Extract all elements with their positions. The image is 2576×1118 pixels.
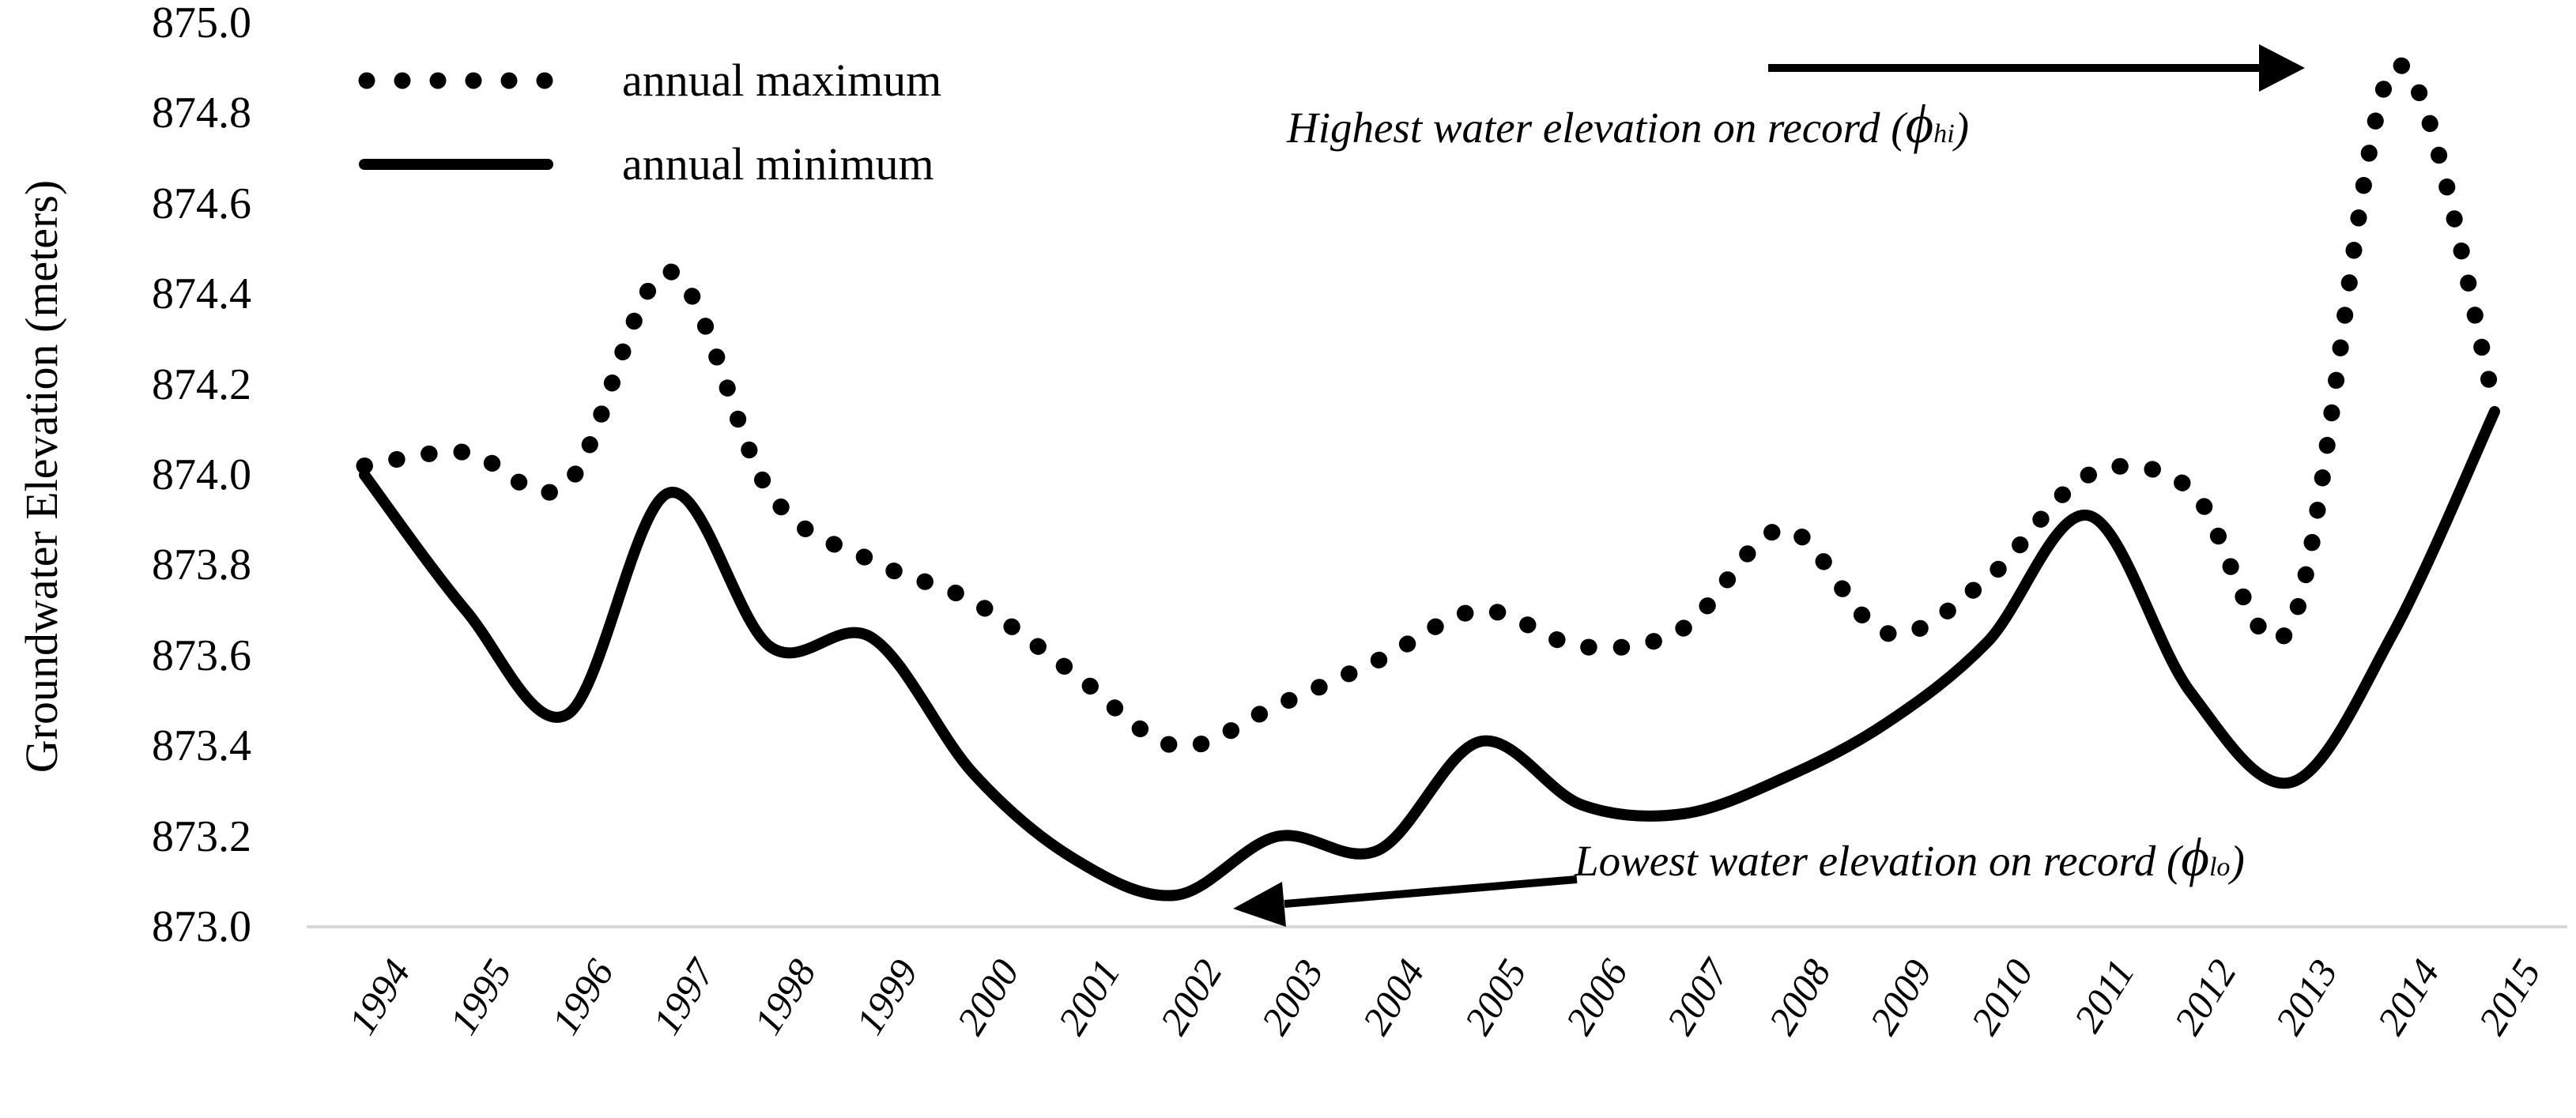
lowest-record-annotation: Lowest water elevation on record (ϕlo): [1575, 830, 2245, 891]
phi-subscript-lo: lo: [2208, 853, 2231, 882]
lowest-annotation-close: ): [2230, 837, 2245, 885]
y-tick-label: 873.6: [152, 631, 251, 680]
highest-annotation-close: ): [1954, 104, 1970, 152]
y-tick-label: 874.2: [152, 359, 251, 409]
lowest-record-arrow: [1233, 875, 1578, 927]
phi-subscript-hi: hi: [1933, 119, 1955, 149]
legend-item-annual-maximum: annual maximum: [357, 57, 941, 104]
y-tick-label: 873.0: [152, 902, 251, 951]
phi-symbol: ϕ: [2181, 827, 2209, 887]
solid-line-sample-icon: [359, 159, 553, 170]
legend-item-annual-minimum: annual minimum: [357, 141, 934, 188]
min-series-path: [359, 405, 2500, 902]
y-tick-label: 873.4: [152, 721, 251, 771]
phi-symbol: ϕ: [1905, 94, 1934, 154]
highest-record-arrow: [1768, 44, 2305, 92]
highest-record-annotation: Highest water elevation on record (ϕhi): [1287, 97, 1970, 158]
y-tick-label: 874.6: [152, 179, 251, 228]
y-tick-label: 874.8: [152, 88, 251, 138]
highest-annotation-text: Highest water elevation on record (: [1287, 104, 1906, 152]
dotted-line-sample-icon: [358, 72, 553, 89]
y-tick-label: 873.8: [152, 540, 251, 590]
y-tick-label: 875.0: [152, 0, 251, 47]
legend-label-annual-minimum: annual minimum: [622, 138, 934, 190]
y-tick-label: 873.2: [152, 811, 251, 861]
lowest-annotation-text: Lowest water elevation on record (: [1575, 837, 2182, 885]
y-tick-label: 874.0: [152, 450, 251, 499]
legend-label-annual-maximum: annual maximum: [622, 55, 942, 106]
y-tick-label: 874.4: [152, 269, 251, 319]
